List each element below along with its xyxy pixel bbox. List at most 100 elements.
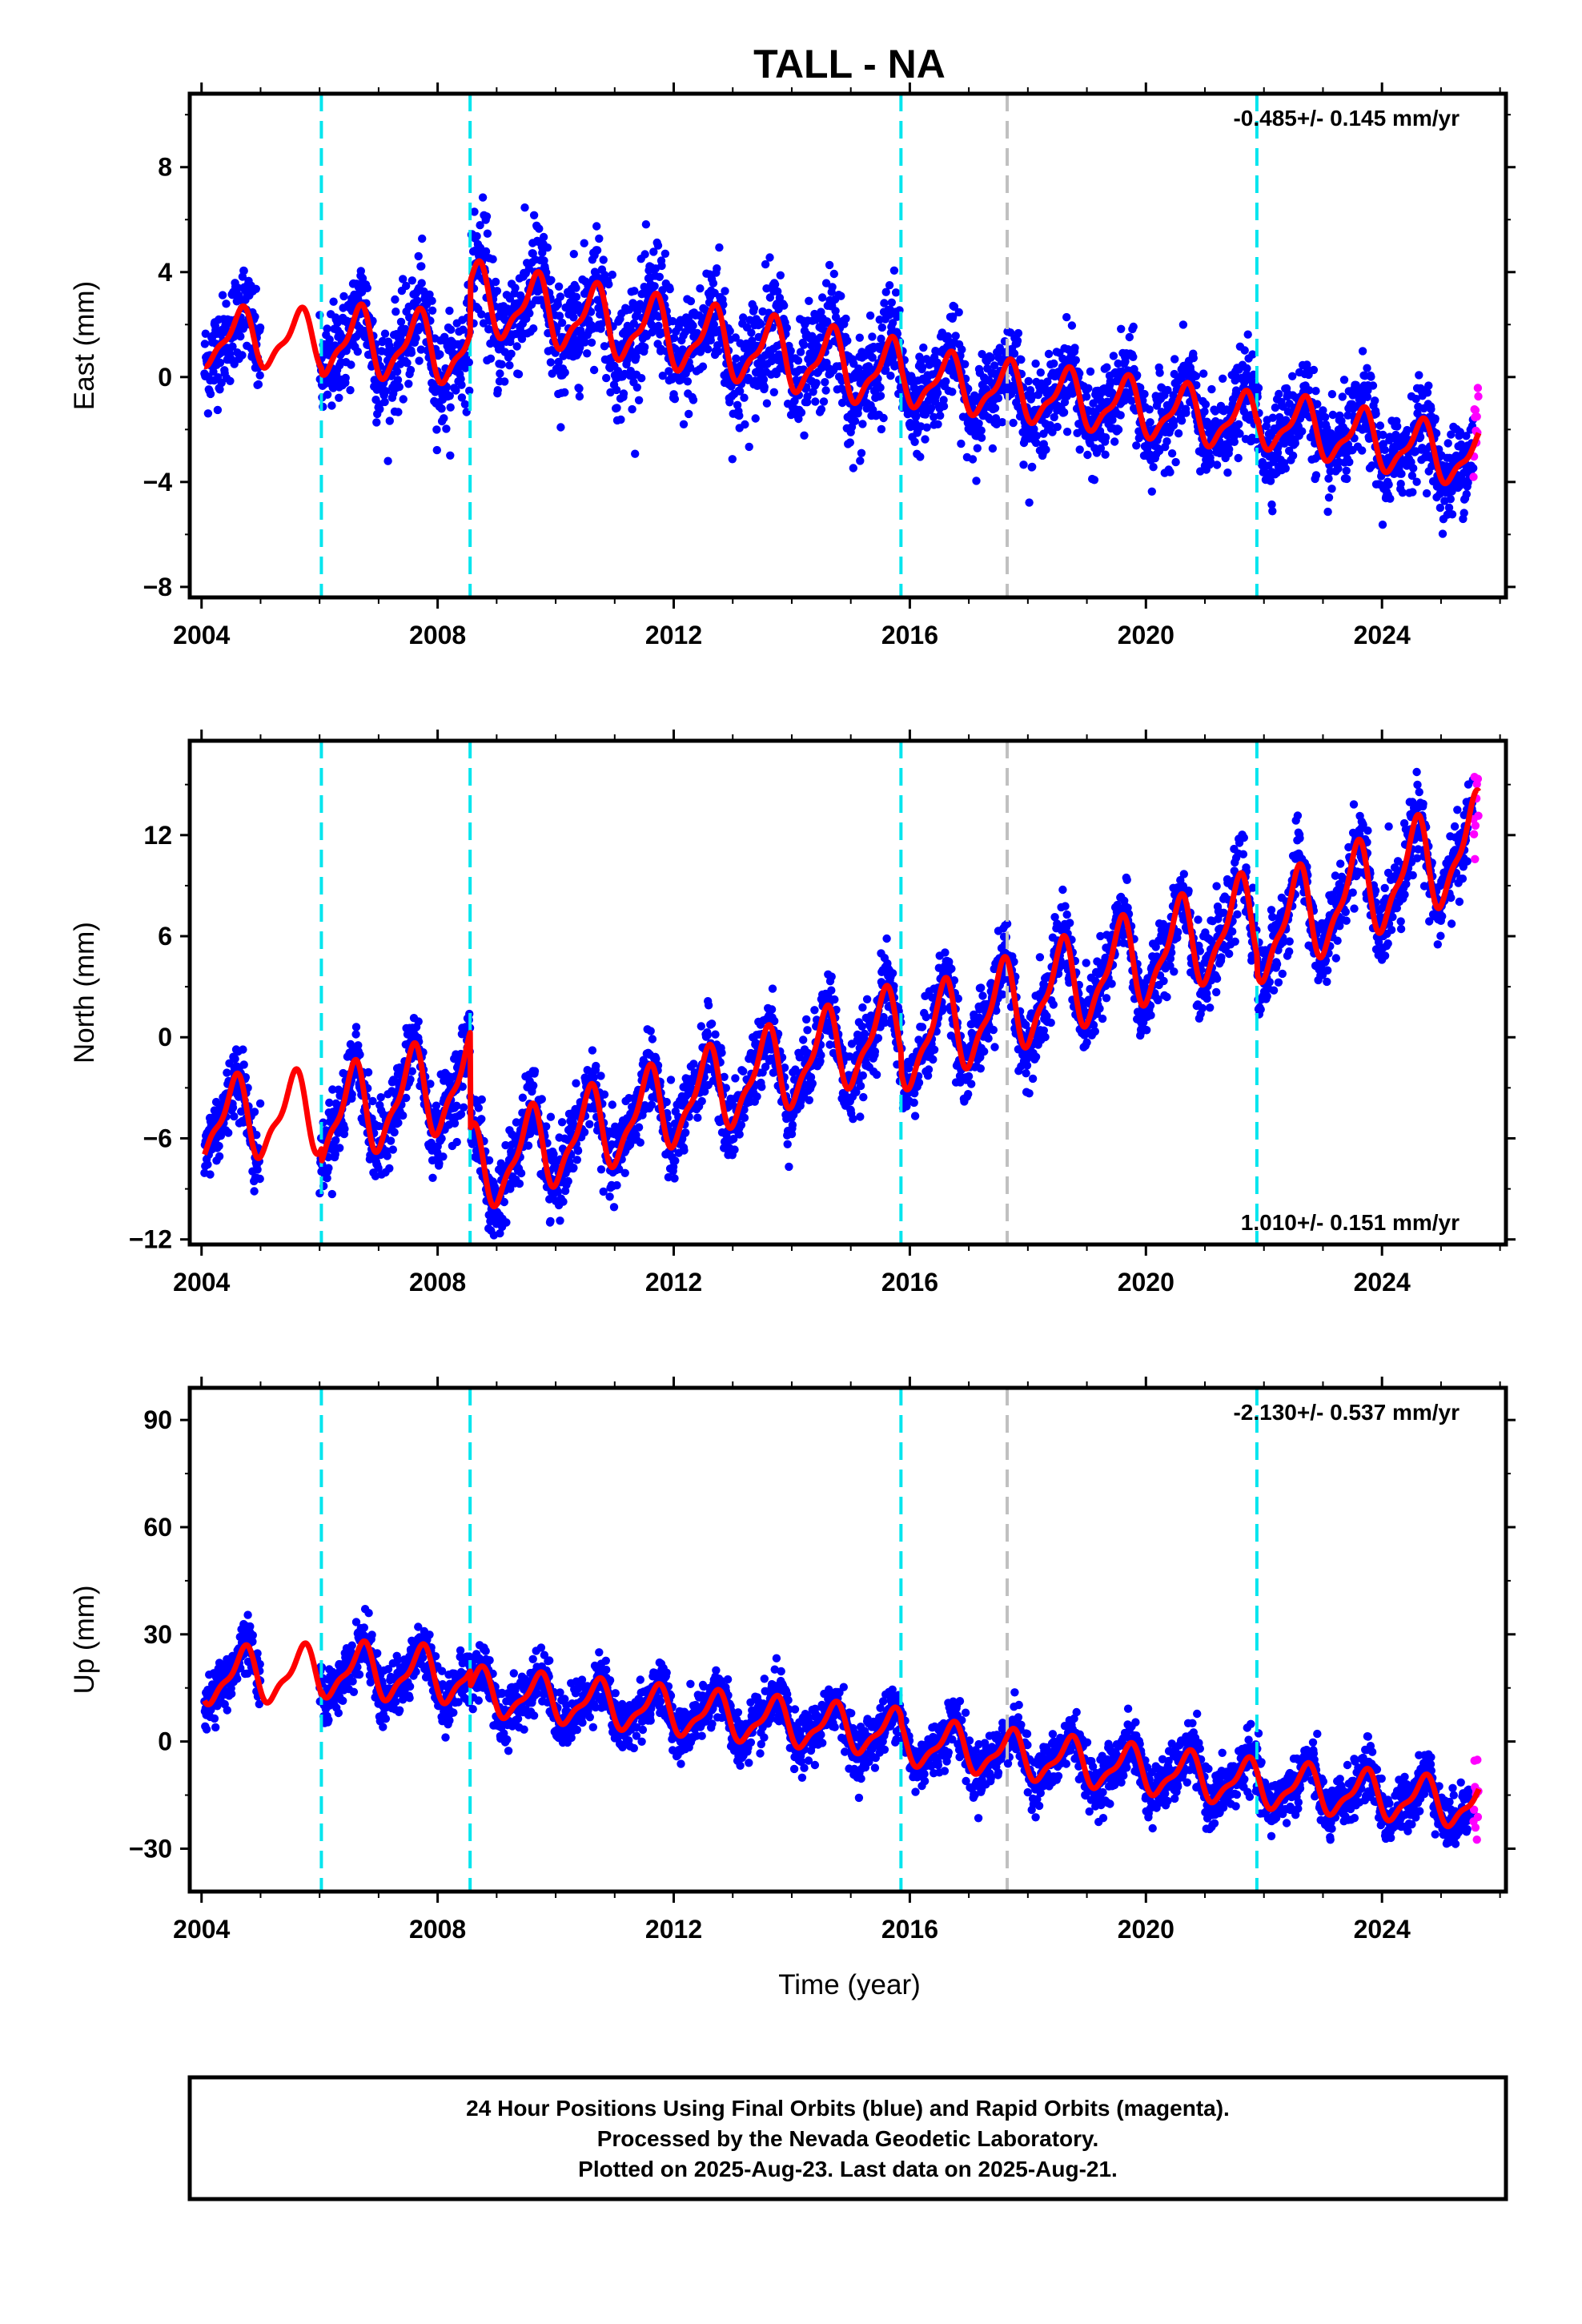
east-point [395, 382, 404, 392]
east-point [715, 243, 724, 252]
east-point [865, 311, 875, 320]
east-point [442, 424, 451, 433]
east-point [910, 437, 919, 446]
east-point [445, 306, 454, 316]
north-point [612, 1180, 621, 1190]
east-point [1059, 408, 1069, 417]
north-point [215, 1152, 224, 1161]
east-point [732, 354, 741, 363]
east-rapid-point [1474, 392, 1483, 401]
north-point [426, 1080, 435, 1088]
east-point [512, 342, 521, 351]
east-point [735, 411, 744, 420]
east-point [776, 271, 785, 279]
north-point [529, 1081, 538, 1090]
east-point [1367, 372, 1375, 381]
east-point [879, 413, 888, 423]
east-point [858, 420, 867, 428]
east-point [797, 408, 806, 417]
east-point [868, 332, 877, 341]
east-point [356, 267, 365, 275]
east-rate-label: -0.485+/- 0.145 mm/yr [1233, 106, 1460, 131]
east-point [383, 456, 392, 465]
east-point [1327, 390, 1337, 399]
north-point [518, 1093, 528, 1102]
east-point [759, 375, 769, 384]
east-point [786, 346, 795, 356]
east-point [886, 372, 895, 380]
east-point [628, 404, 636, 414]
east-point [1291, 439, 1300, 448]
north-point [559, 1197, 568, 1206]
north-point [731, 1074, 740, 1083]
east-point [819, 397, 829, 406]
east-point [1024, 376, 1033, 386]
north-point [239, 1045, 247, 1054]
north-point [224, 1128, 233, 1137]
north-point [757, 1083, 766, 1092]
east-point [255, 371, 264, 380]
north-point [707, 1019, 717, 1028]
east-point [483, 229, 492, 238]
east-point [1427, 404, 1435, 414]
east-point [876, 392, 885, 400]
east-point [234, 283, 243, 292]
east-point [877, 424, 886, 434]
east-point [1424, 381, 1433, 390]
north-point [394, 1118, 403, 1128]
north-point [383, 1152, 391, 1160]
north-point [351, 1023, 361, 1031]
north-point [646, 1027, 655, 1035]
east-point [525, 309, 534, 318]
east-point [630, 287, 639, 296]
east-point [496, 369, 504, 378]
east-point [1101, 433, 1110, 442]
north-point [662, 1097, 671, 1107]
north-point [647, 1100, 656, 1109]
north-point [388, 1145, 397, 1154]
east-point [412, 296, 422, 305]
east-point [493, 386, 502, 395]
east-point [608, 270, 616, 279]
north-point [557, 1118, 567, 1127]
east-point [632, 383, 641, 392]
east-point [670, 395, 680, 404]
east-point [412, 333, 420, 343]
north-point [331, 1136, 340, 1145]
north-point [228, 1103, 238, 1112]
north-point [477, 1095, 486, 1104]
east-point [402, 281, 411, 291]
east-point [1408, 488, 1417, 497]
north-point [711, 1030, 720, 1039]
east-point [1042, 445, 1050, 454]
east-point [1166, 468, 1174, 476]
east-point [998, 418, 1007, 427]
east-point [327, 401, 336, 410]
east-point [957, 439, 966, 448]
east-point [396, 317, 406, 327]
east-point [782, 324, 791, 332]
east-point [569, 250, 578, 259]
east-point [543, 243, 552, 252]
east-plot-area [200, 94, 1483, 597]
north-point [327, 1189, 336, 1199]
east-point [200, 340, 210, 348]
east-point [329, 297, 338, 306]
north-point [730, 1145, 739, 1154]
east-point [1268, 507, 1277, 516]
east-point [492, 287, 502, 296]
north-point [740, 1113, 749, 1123]
east-point [709, 279, 718, 287]
east-point [1243, 330, 1252, 339]
east-point [1288, 451, 1298, 460]
east-rapid-point [1473, 384, 1483, 392]
east-point [592, 246, 602, 255]
north-point [376, 1093, 385, 1102]
east-point [569, 313, 578, 322]
east-rapid-point [1472, 412, 1481, 421]
east-point [1447, 510, 1457, 519]
north-point [704, 1001, 713, 1010]
east-point [921, 435, 930, 444]
